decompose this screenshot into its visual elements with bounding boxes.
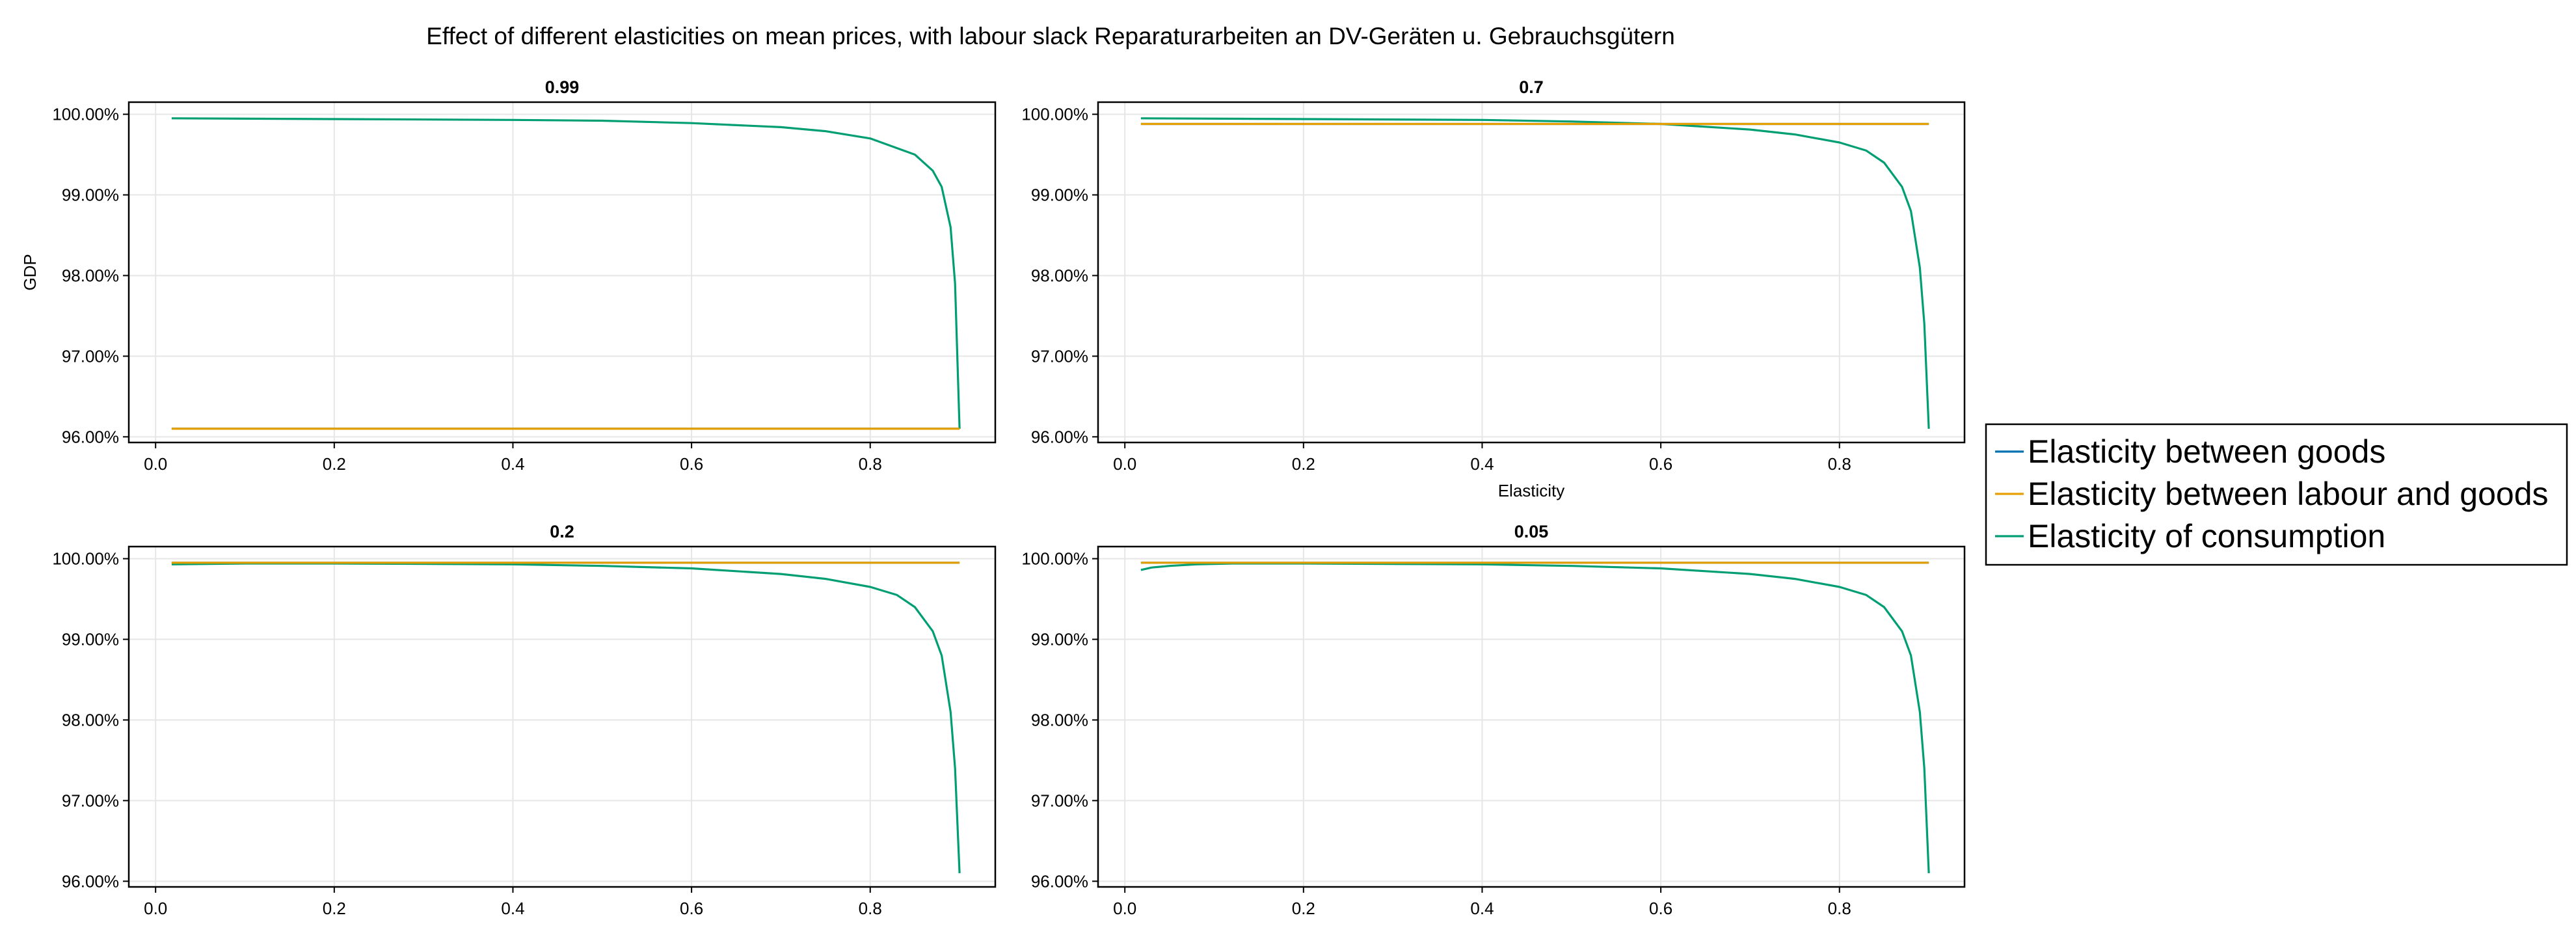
y-tick-label: 97.00%	[1031, 346, 1088, 366]
x-tick-label: 0.2	[323, 454, 346, 474]
y-tick-label: 99.00%	[1031, 630, 1088, 649]
axes-frame	[127, 545, 997, 888]
panel-4: 0.05 0.0 0.2 0.4 0.6 0.8 96.00% 97.00% 98.00% 99.…	[1021, 522, 1966, 918]
x-axis-label: Elasticity	[1498, 481, 1565, 500]
legend-label: Elasticity between goods	[2028, 433, 2385, 470]
y-tick-label: 96.00%	[1031, 427, 1088, 446]
y-axis-label: GDP	[20, 254, 40, 290]
legend: Elasticity between goods Elasticity betwe…	[1985, 423, 2568, 566]
x-tick-label: 0.4	[501, 899, 524, 918]
axes-frame	[127, 101, 997, 444]
x-tick-label: 0.0	[144, 899, 167, 918]
y-tick-label: 96.00%	[62, 427, 119, 446]
y-tick-label: 99.00%	[62, 630, 119, 649]
series-line-consumption	[1140, 562, 1930, 873]
y-tick-label: 97.00%	[62, 791, 119, 810]
y-tick-label: 97.00%	[62, 346, 119, 366]
x-tick-label: 0.4	[1470, 899, 1494, 918]
series-group	[1140, 562, 1930, 873]
x-tick-label: 0.8	[859, 454, 882, 474]
legend-label: Elasticity between labour and goods	[2028, 476, 2549, 512]
x-tick-label: 0.8	[1828, 899, 1851, 918]
panel-subtitle: 0.99	[545, 77, 580, 97]
y-tick-label: 98.00%	[1031, 265, 1088, 285]
y-tick-label: 96.00%	[62, 871, 119, 891]
x-tick-label: 0.6	[1649, 899, 1672, 918]
series-line-consumption	[1140, 117, 1930, 429]
series-group	[1140, 117, 1930, 429]
y-tick-label: 97.00%	[1031, 791, 1088, 810]
x-tick-label: 0.8	[1828, 454, 1851, 474]
y-tick-label: 98.00%	[62, 265, 119, 285]
y-tick-label: 98.00%	[1031, 710, 1088, 729]
y-tick-label: 99.00%	[62, 185, 119, 205]
axes-frame	[1097, 101, 1966, 444]
y-tick-label: 100.00%	[52, 105, 119, 124]
x-tick-label: 0.8	[859, 899, 882, 918]
panel-2: 0.7 0.0 0.2 0.4 0.6 0.8 96.00% 97.00% 98.00% 99.0…	[1021, 77, 1966, 500]
series-group	[171, 562, 961, 873]
x-tick-label: 0.0	[1113, 454, 1136, 474]
x-tick-label: 0.2	[1292, 899, 1315, 918]
series-line-consumption	[171, 562, 961, 873]
x-tick-label: 0.0	[1113, 899, 1136, 918]
y-tick-label: 100.00%	[52, 549, 119, 569]
x-tick-label: 0.2	[323, 899, 346, 918]
y-tick-label: 100.00%	[1021, 105, 1088, 124]
x-tick-label: 0.2	[1292, 454, 1315, 474]
series-line-consumption	[171, 117, 961, 429]
chart-title: Effect of different elasticities on mean…	[426, 23, 1675, 49]
x-tick-label: 0.4	[501, 454, 524, 474]
x-tick-label: 0.0	[144, 454, 167, 474]
x-tick-label: 0.6	[1649, 454, 1672, 474]
y-tick-label: 98.00%	[62, 710, 119, 729]
x-tick-label: 0.6	[680, 899, 703, 918]
panels: 0.99 0.0 0.2 0.4 0.6 0.8 96.00% 97.00% 98.00% 99.…	[20, 77, 1966, 918]
legend-label: Elasticity of consumption	[2028, 518, 2385, 554]
axes-frame	[1097, 545, 1966, 888]
y-tick-label: 99.00%	[1031, 185, 1088, 205]
x-tick-label: 0.4	[1470, 454, 1494, 474]
y-tick-label: 96.00%	[1031, 871, 1088, 891]
y-tick-label: 100.00%	[1021, 549, 1088, 569]
legend-frame	[1985, 423, 2568, 566]
x-tick-label: 0.6	[680, 454, 703, 474]
panel-subtitle: 0.7	[1519, 77, 1544, 97]
panel-subtitle: 0.05	[1514, 522, 1549, 541]
panel-3: 0.2 0.0 0.2 0.4 0.6 0.8 96.00% 97.00% 98.00% 99.0…	[52, 522, 997, 918]
series-group	[171, 117, 961, 430]
panel-subtitle: 0.2	[550, 522, 574, 541]
panel-1: 0.99 0.0 0.2 0.4 0.6 0.8 96.00% 97.00% 98.00% 99.…	[20, 77, 997, 474]
